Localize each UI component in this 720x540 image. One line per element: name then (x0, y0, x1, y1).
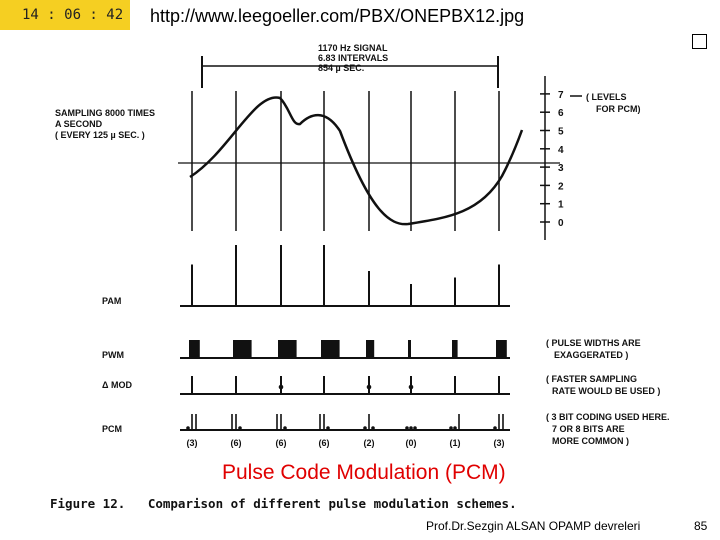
pwm-pulse (452, 340, 458, 358)
signal-label-line: 854 µ SEC. (318, 63, 364, 73)
pcm-bit-zero (238, 426, 242, 430)
level-number: 1 (558, 200, 564, 211)
levels-label-line: FOR PCM) (596, 104, 641, 114)
pcm-bit-zero (453, 426, 457, 430)
pcm-bit-zero (409, 426, 413, 430)
signal-label-line: 6.83 INTERVALS (318, 53, 388, 63)
analog-signal-curve (189, 96, 524, 226)
pcm-bit-zero (283, 426, 287, 430)
pwm-pulse (233, 340, 252, 358)
pcm-note-line: 7 OR 8 BITS ARE (552, 424, 625, 434)
pulse-modulation-diagram: 1170 Hz SIGNAL 6.83 INTERVALS 854 µ SEC.… (55, 43, 670, 448)
pcm-code-label: (0) (406, 438, 417, 448)
pcm-note-line: MORE COMMON ) (552, 436, 629, 446)
level-number: 6 (558, 108, 564, 119)
pcm-bit-zero (326, 426, 330, 430)
sampling-label-line: A SECOND (55, 119, 103, 129)
dmod-dot (366, 384, 372, 390)
pcm-note-line: ( 3 BIT CODING USED HERE. (546, 412, 670, 422)
level-number: 3 (558, 163, 564, 174)
pcm-code-label: (6) (276, 438, 287, 448)
dmod-note-line: RATE WOULD BE USED ) (552, 386, 660, 396)
pcm-bit-zero (405, 426, 409, 430)
row-label-pwm: PWM (102, 350, 124, 360)
figure-caption: Figure 12. Comparison of different pulse… (50, 496, 517, 511)
pcm-bit-zero (413, 426, 417, 430)
pcm-code-label: (2) (364, 438, 375, 448)
level-number: 0 (558, 218, 564, 229)
pcm-bit-zero (449, 426, 453, 430)
pcm-code-label: (3) (494, 438, 505, 448)
bullet-square-icon (692, 34, 707, 49)
pcm-code-label: (6) (231, 438, 242, 448)
sampling-label-line: ( EVERY 125 µ SEC. ) (55, 130, 145, 140)
slide-title: Pulse Code Modulation (PCM) (222, 461, 506, 484)
level-number: 5 (558, 127, 564, 138)
pwm-pulse (321, 340, 340, 358)
pcm-bit-zero (371, 426, 375, 430)
row-label-pcm: PCM (102, 424, 122, 434)
pwm-pulse (278, 340, 297, 358)
levels-label-line: ( LEVELS (586, 92, 627, 102)
page-number: 85 (694, 519, 708, 533)
level-number: 4 (558, 145, 564, 156)
pcm-code-label: (6) (319, 438, 330, 448)
signal-label-line: 1170 Hz SIGNAL (318, 43, 388, 53)
pcm-bit-zero (186, 426, 190, 430)
pcm-bit-zero (363, 426, 367, 430)
level-number: 7 (558, 90, 564, 101)
pwm-pulse (408, 340, 411, 358)
pcm-code-label: (3) (187, 438, 198, 448)
clock-display: 14 : 06 : 42 (0, 0, 130, 30)
dmod-note-line: ( FASTER SAMPLING (546, 374, 637, 384)
dmod-dot (278, 384, 284, 390)
pwm-note-line: ( PULSE WIDTHS ARE (546, 338, 641, 348)
pcm-code-label: (1) (450, 438, 461, 448)
pwm-pulse (366, 340, 375, 358)
row-label-dmod: Δ MOD (102, 380, 132, 390)
pwm-note-line: EXAGGERATED ) (554, 350, 628, 360)
pwm-pulse (189, 340, 200, 358)
level-number: 2 (558, 181, 564, 192)
image-url: http://www.leegoeller.com/PBX/ONEPBX12.j… (150, 6, 525, 26)
pcm-bit-zero (493, 426, 497, 430)
row-label-pam: PAM (102, 296, 121, 306)
dmod-dot (408, 384, 414, 390)
sampling-label-line: SAMPLING 8000 TIMES (55, 108, 155, 118)
pwm-pulse (496, 340, 507, 358)
footer-author: Prof.Dr.Sezgin ALSAN OPAMP devreleri (426, 519, 641, 533)
